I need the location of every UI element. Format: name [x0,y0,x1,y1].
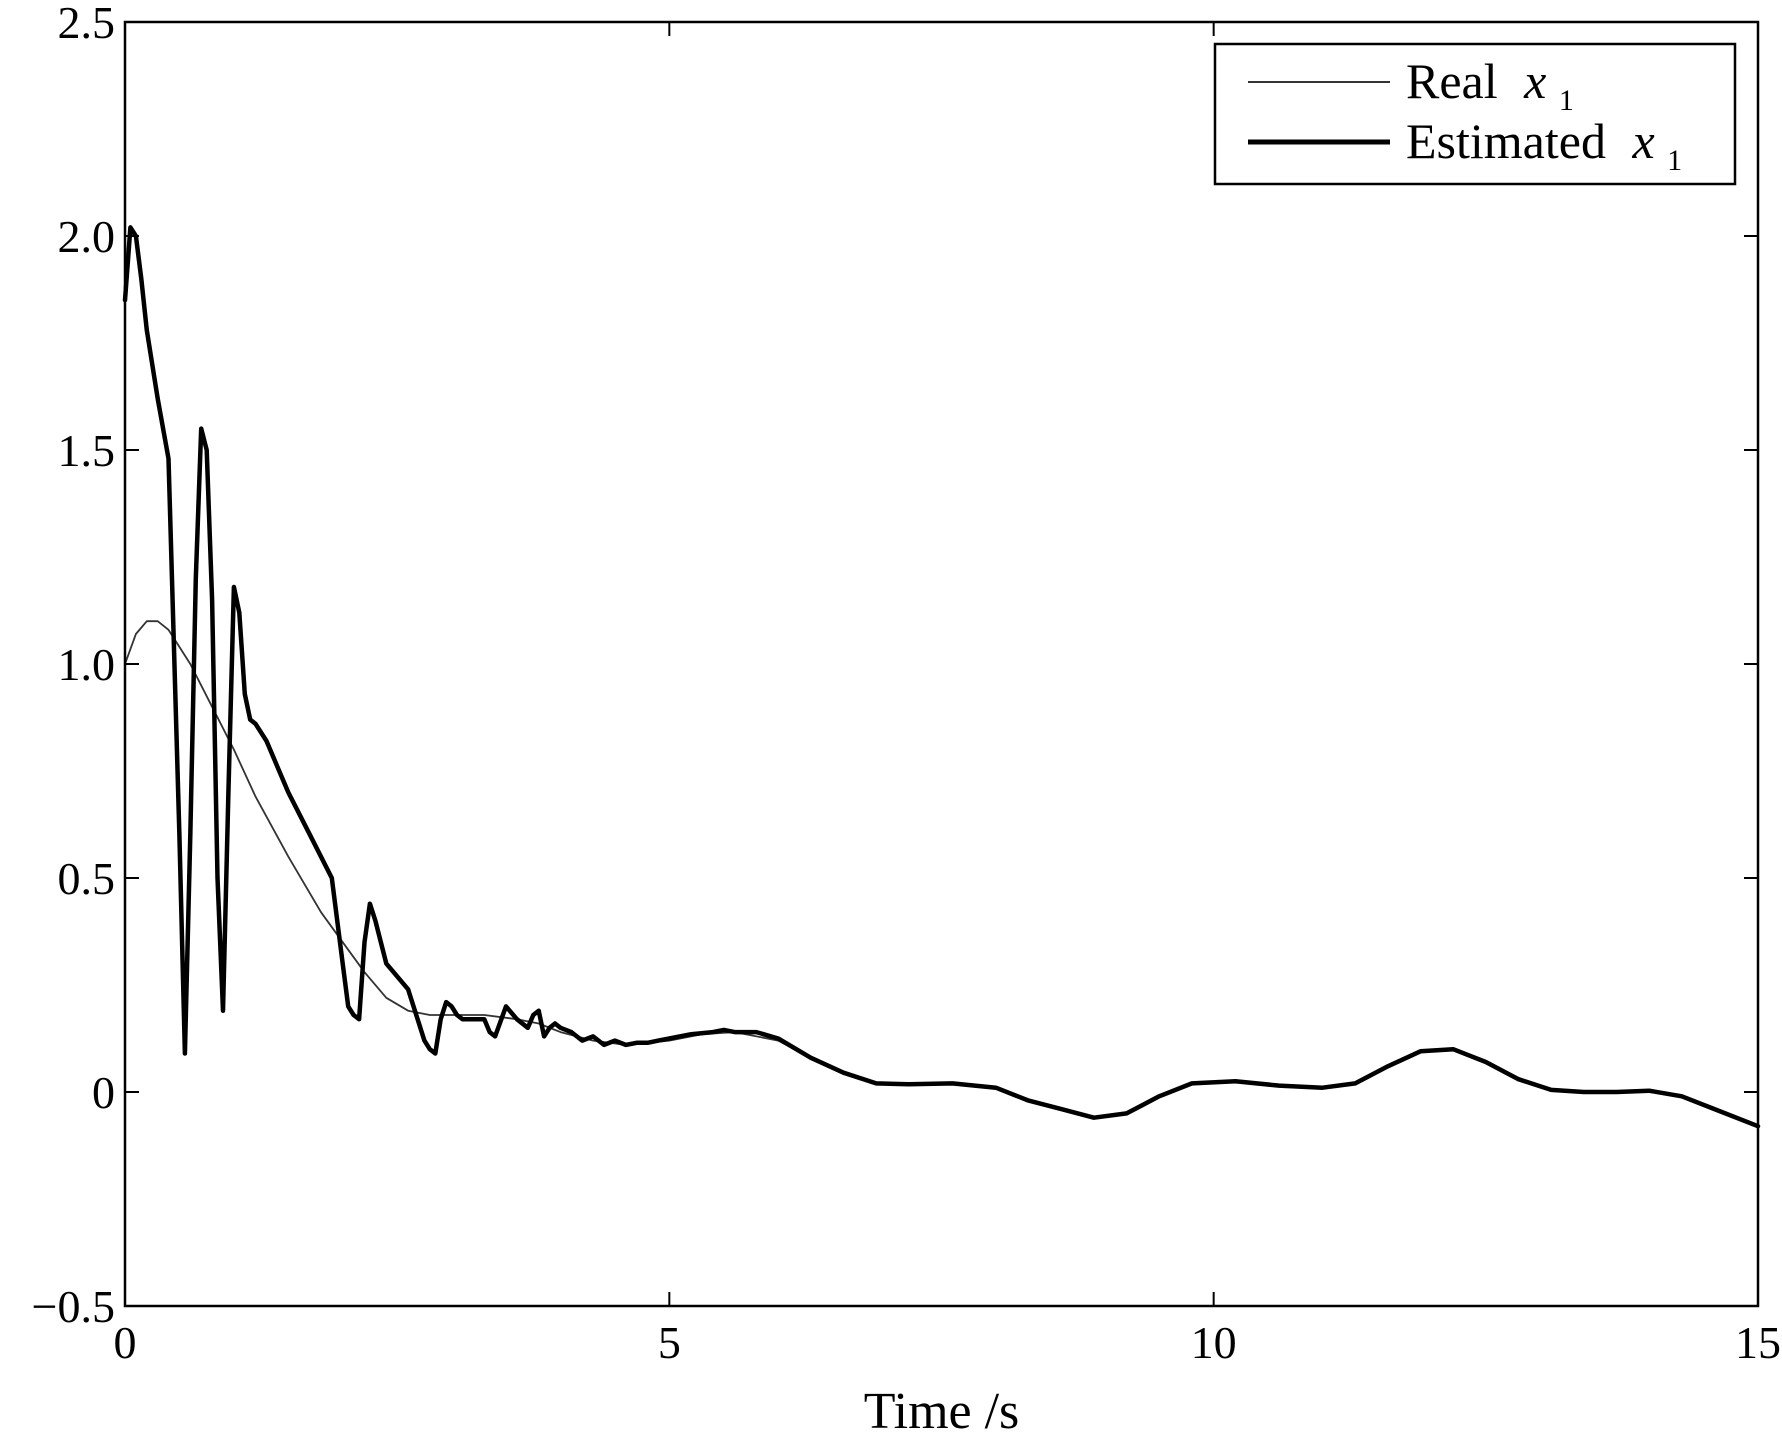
series-layer [122,225,1761,1129]
x-tick-label-3: 15 [1735,1317,1781,1368]
x-tick-label-1: 5 [658,1317,681,1368]
y-tick-label-2: 0.5 [58,853,116,904]
series-line-real [124,620,1759,1128]
legend-entry-estimated: Estimated x 1 [1406,113,1682,177]
y-tick-label-3: 1.0 [58,639,116,690]
x-axis-label: Time /s [864,1383,1020,1440]
legend-entry-real-subscript: 1 [1559,84,1574,117]
y-tick-label-1: 0 [92,1067,115,1118]
legend-entry-real-symbol: x [1523,53,1546,109]
legend-entry-real-name: Real [1406,53,1498,109]
x-tick-label-0: 0 [114,1317,137,1368]
plot-frame [123,20,1760,1308]
legend-entry-estimated-name: Estimated [1406,113,1606,169]
x-axis-ticks: 0 5 10 15 [114,22,1781,1368]
y-tick-label-6: 2.5 [58,0,116,48]
y-axis-ticks: −0.5 0 0.5 1.0 1.5 2.0 2.5 [32,0,1758,1332]
legend-entry-estimated-symbol: x [1631,113,1654,169]
y-tick-label-5: 2.0 [58,211,116,262]
legend-entry-estimated-subscript: 1 [1667,144,1682,177]
legend: Real x 1 Estimated x 1 [1213,42,1737,186]
legend-box [1213,42,1737,186]
y-tick-label-0: −0.5 [32,1281,115,1332]
y-tick-label-4: 1.5 [58,425,116,476]
legend-entry-real: Real x 1 [1406,53,1574,117]
x-tick-label-2: 10 [1191,1317,1237,1368]
series-line-estimated [122,225,1761,1129]
